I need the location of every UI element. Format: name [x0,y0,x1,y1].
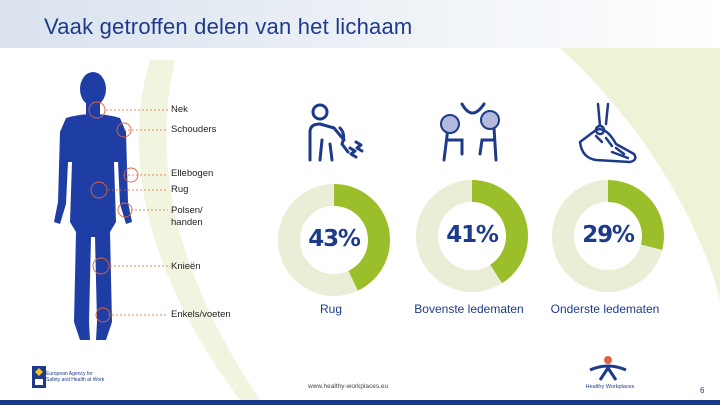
foot-bones-icon [578,102,637,164]
donut-segment-bovenste-ledematen [472,180,528,284]
callout-wrists-hands: Polsen/ handen [171,205,203,228]
data-label-rug: 43% [308,226,361,252]
donut-segment-rug [334,184,391,291]
eu-osha-logo-text: European Agency for Safety and Health at… [46,371,105,383]
category-label-rug: Rug [319,302,342,316]
back-pain-icon [308,103,364,162]
page-title: Vaak getroffen delen van het lichaam [44,14,413,39]
eu-osha-logo-icon [32,366,46,388]
callout-knees: Knieën [171,261,201,272]
donut-chart-bovenste-ledematen [416,180,528,292]
donut-chart-onderste-ledematen [552,180,664,292]
donut-chart-rug [278,184,391,296]
data-label-onderste-ledematen: 29% [582,222,635,248]
header-band [0,0,720,48]
callout-elbows: Ellebogen [171,168,214,179]
healthy-workplaces-logo-icon [589,356,627,381]
category-label-bovenste-ledematen: Bovenste ledematen [414,302,524,316]
slide-number: 6 [700,386,705,395]
callout-neck: Nek [171,104,188,115]
upper-limb-joints-icon [440,102,500,162]
healthy-workplaces-logo-text: Healthy Workplaces [585,384,635,390]
callout-shoulders: Schouders [171,124,217,135]
callout-back: Rug [171,184,189,195]
callout-ankles-feet: Enkels/voeten [171,309,231,320]
website-url[interactable]: www.healthy-workplaces.eu [308,383,389,390]
bottom-bar [0,400,720,405]
donut-segment-onderste-ledematen [608,180,664,250]
data-label-bovenste-ledematen: 41% [446,222,499,248]
category-label-onderste-ledematen: Onderste ledematen [550,302,660,316]
